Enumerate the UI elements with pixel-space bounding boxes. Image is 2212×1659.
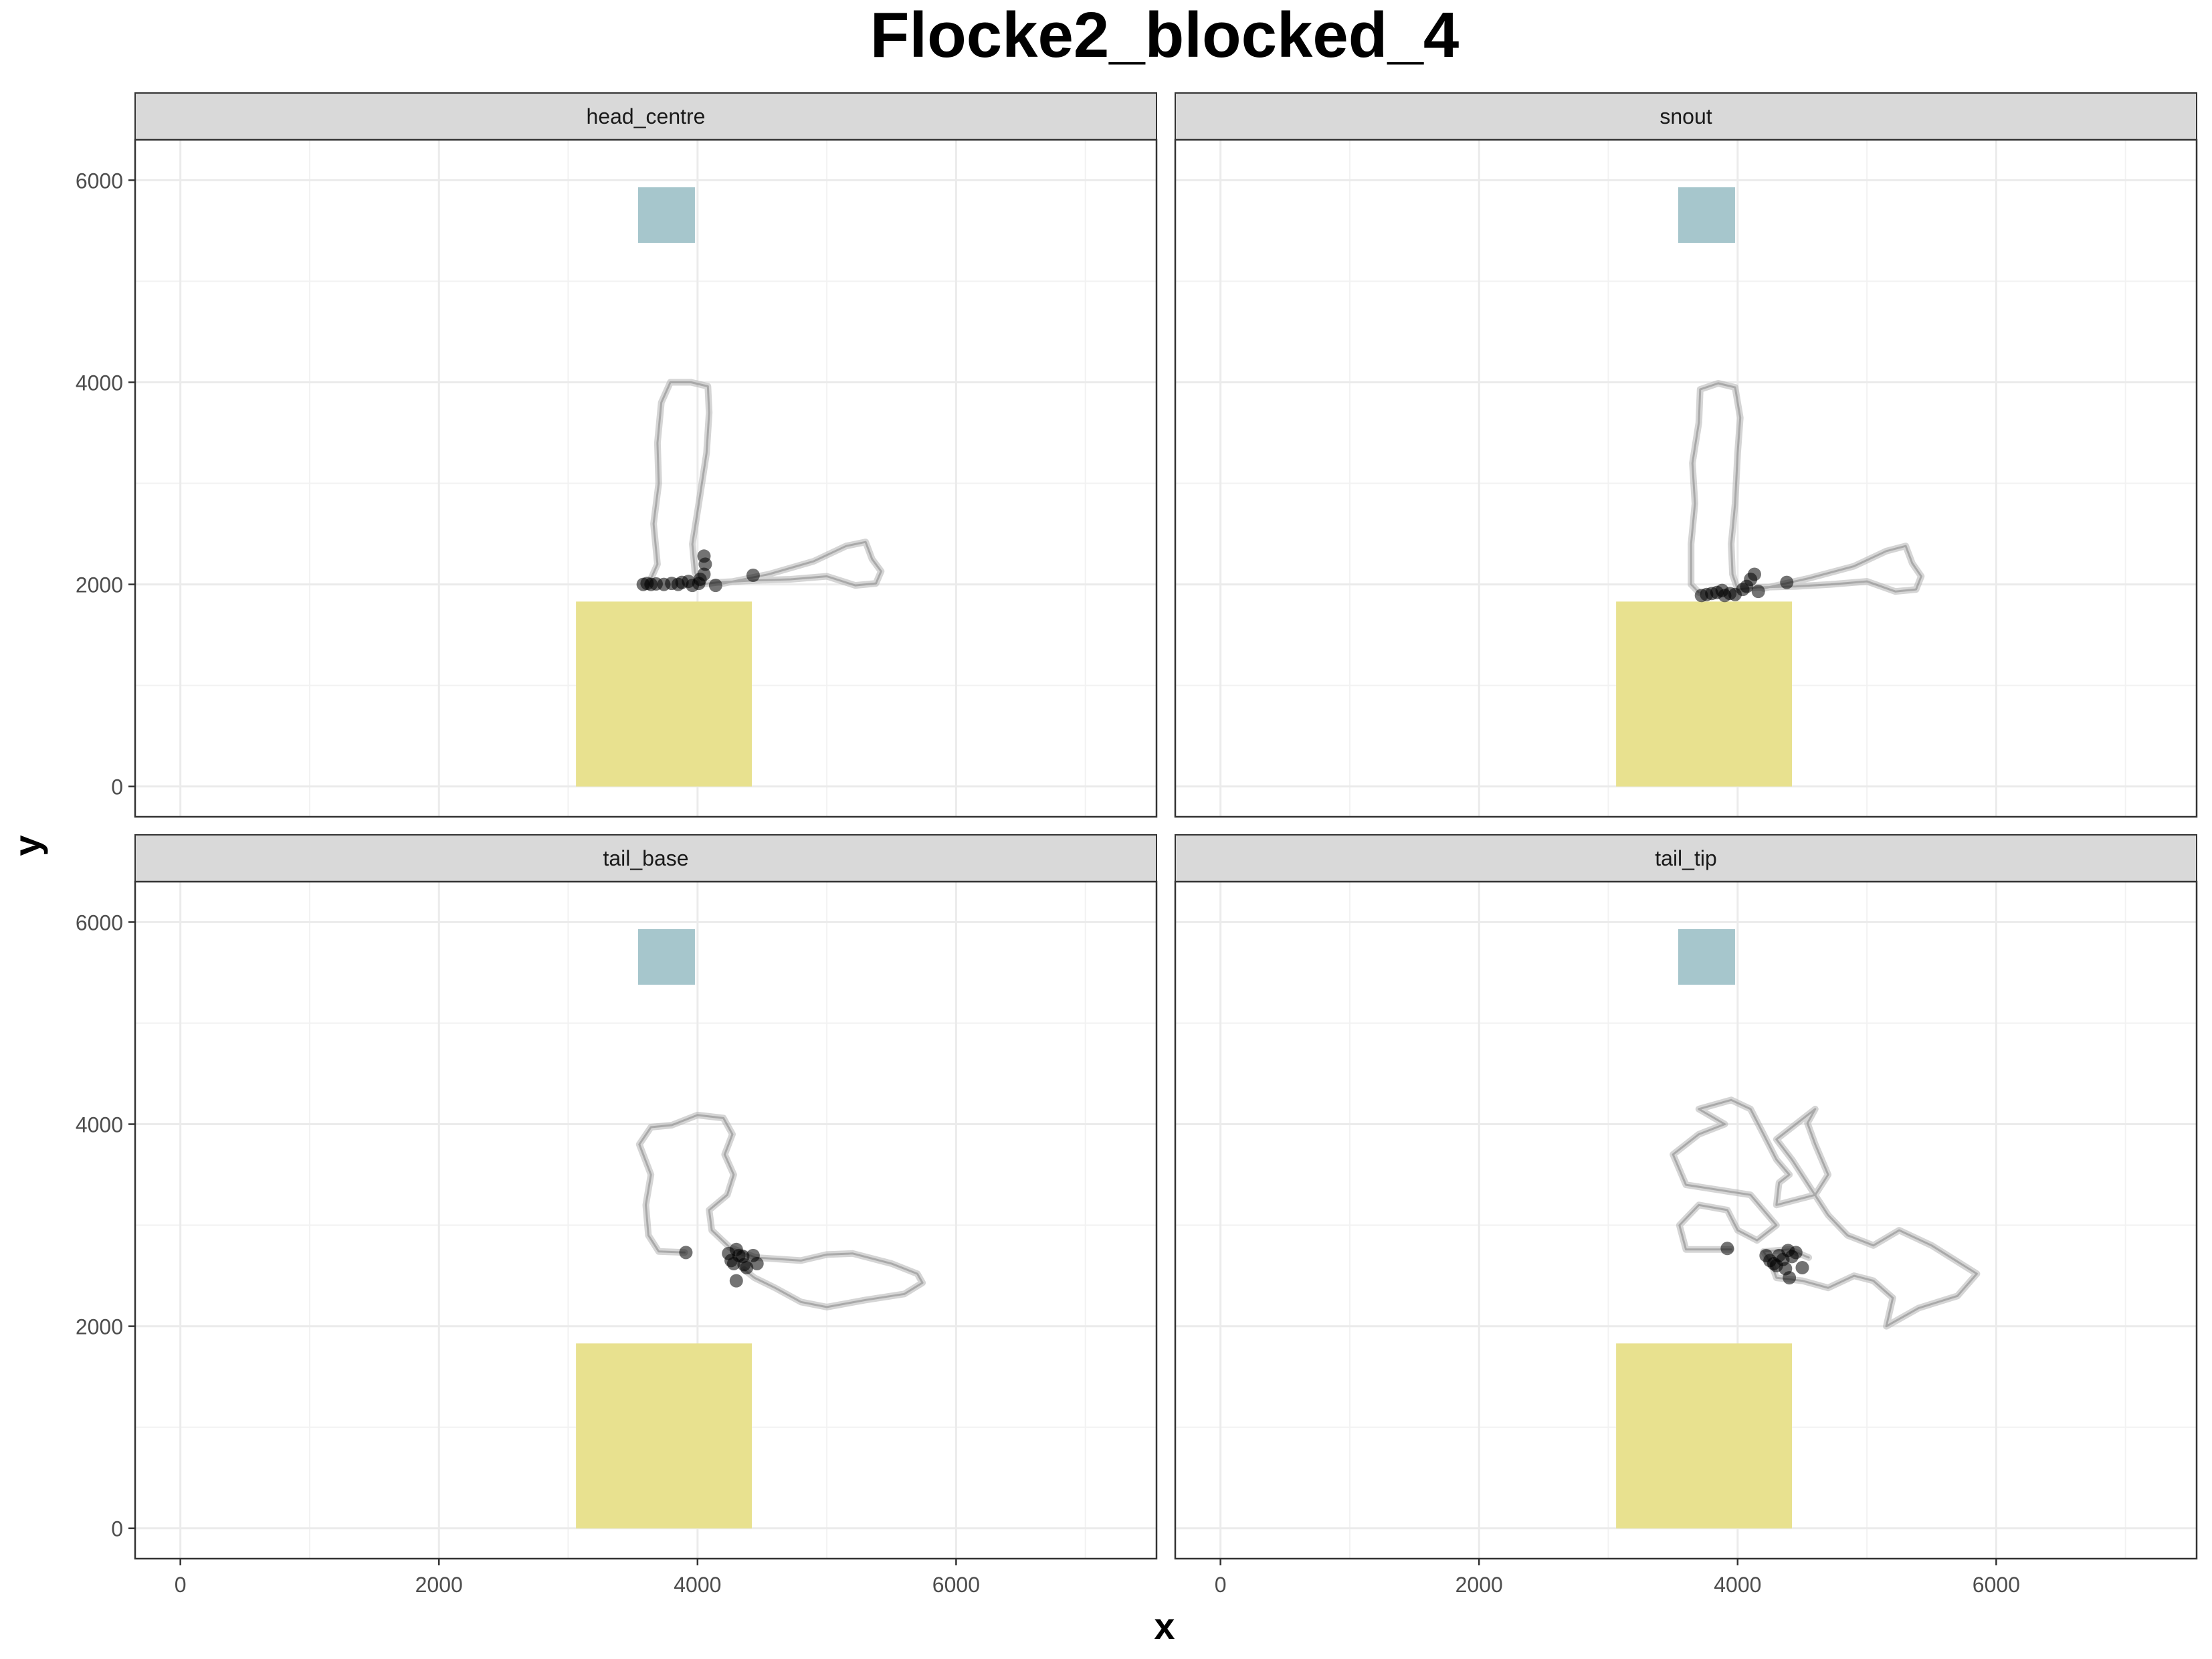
data-point	[1783, 1271, 1797, 1285]
y-tick-label: 6000	[76, 169, 123, 193]
y-tick-label: 0	[111, 1517, 123, 1541]
data-point	[729, 1274, 743, 1288]
data-point	[1747, 567, 1761, 581]
x-tick-label: 0	[1215, 1573, 1227, 1597]
y-tick-label: 6000	[76, 910, 123, 935]
data-point	[697, 549, 711, 563]
facet-panel-snout: snout	[1174, 92, 2198, 818]
facet-panel-head_centre: head_centre 0 2000 4000 6000	[76, 92, 1158, 818]
facet-strip-label: head_centre	[587, 104, 706, 128]
x-tick-label: 6000	[1973, 1573, 2020, 1597]
track-path	[638, 1114, 924, 1308]
track-path	[1672, 1098, 1978, 1328]
data-point	[708, 579, 722, 593]
facet-panel-tail_tip: tail_tip 0 2000 4000 6000	[1174, 834, 2198, 1597]
blue-zone	[1678, 187, 1735, 243]
panels-group: head_centre 0 2000 4000 6000 snout tail_base 0 2…	[76, 92, 2198, 1597]
y-tick-label: 2000	[76, 573, 123, 597]
panel-border	[134, 880, 1158, 1560]
facet-strip-label: tail_tip	[1655, 846, 1717, 870]
x-tick-label: 2000	[1455, 1573, 1503, 1597]
chart-title: Flocke2_blocked_4	[870, 0, 1459, 71]
yellow-zone	[576, 1343, 752, 1529]
facet-strip-label: tail_base	[603, 846, 688, 870]
yellow-zone	[576, 601, 752, 787]
facet-strip-label: snout	[1660, 104, 1712, 128]
data-point	[679, 1246, 693, 1260]
yellow-zone	[1616, 601, 1792, 787]
x-tick-label: 2000	[415, 1573, 463, 1597]
x-tick-label: 6000	[932, 1573, 980, 1597]
blue-zone	[637, 187, 695, 243]
x-tick-label: 0	[175, 1573, 187, 1597]
y-tick-label: 4000	[76, 371, 123, 395]
y-axis-title: y	[6, 835, 48, 856]
y-tick-label: 0	[111, 775, 123, 799]
data-point	[740, 1260, 754, 1274]
data-point	[1780, 575, 1794, 589]
data-point	[1720, 1242, 1734, 1256]
x-tick-label: 4000	[674, 1573, 721, 1597]
facet-strip	[1175, 834, 2197, 882]
panel-border	[1174, 138, 2198, 818]
facet-strip	[134, 92, 1157, 140]
track-path	[1690, 382, 1922, 594]
y-tick-label: 2000	[76, 1315, 123, 1339]
blue-zone	[637, 929, 695, 985]
data-point	[697, 567, 711, 581]
data-point	[746, 569, 760, 583]
y-tick-label: 4000	[76, 1113, 123, 1137]
data-point	[1751, 585, 1765, 599]
x-tick-label: 4000	[1714, 1573, 1761, 1597]
panel-border	[1174, 880, 2198, 1560]
yellow-zone	[1616, 1343, 1792, 1529]
facet-panel-tail_base: tail_base 0 2000 4000 6000 0 2000 4000 6000	[76, 834, 1158, 1597]
x-axis-title: x	[1154, 1605, 1175, 1647]
data-point	[1789, 1246, 1803, 1260]
panel-border	[134, 138, 1158, 818]
data-point	[1795, 1260, 1809, 1274]
facet-strip	[134, 834, 1157, 882]
data-point	[750, 1256, 764, 1270]
blue-zone	[1678, 929, 1735, 985]
